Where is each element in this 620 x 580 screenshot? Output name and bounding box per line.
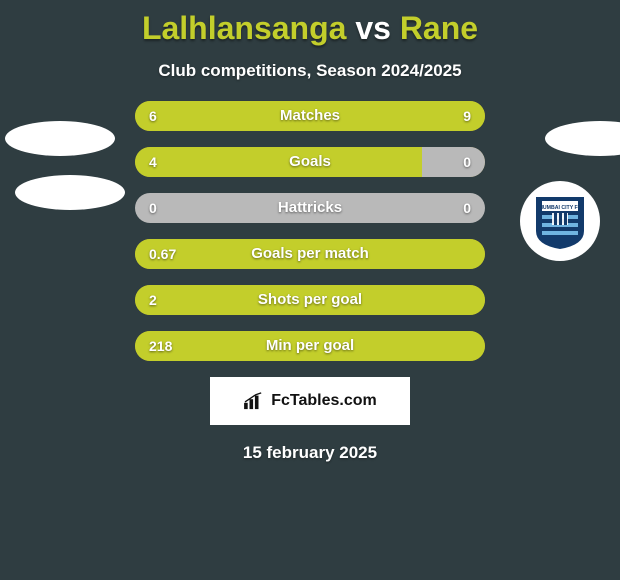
stat-label: Matches [135,101,485,131]
badge-text: MUMBAI CITY FC [539,205,582,211]
stat-value-left: 4 [149,147,157,177]
stat-label: Goals per match [135,239,485,269]
stat-value-right: 9 [463,101,471,131]
stat-value-left: 2 [149,285,157,315]
right-club-badge: MUMBAI CITY FC [520,181,600,261]
stat-row: Matches6 9 [135,101,485,131]
footer-date: 15 february 2025 [0,443,620,463]
stat-label: Min per goal [135,331,485,361]
brand-text: FcTables.com [271,392,377,410]
stat-row: Goals per match0.67 [135,239,485,269]
stat-label: Shots per goal [135,285,485,315]
brand-badge: FcTables.com [210,377,410,425]
right-placeholder-oval [545,121,620,156]
subtitle: Club competitions, Season 2024/2025 [0,61,620,81]
stat-row: Hattricks0 0 [135,193,485,223]
stat-value-left: 0.67 [149,239,176,269]
left-placeholder-oval-1 [5,121,115,156]
title-vs: vs [355,10,391,46]
left-placeholder-oval-2 [15,175,125,210]
comparison-infographic: Lalhlansanga vs Rane Club competitions, … [0,0,620,580]
title-player1: Lalhlansanga [142,10,347,46]
stage: MUMBAI CITY FC Matches69Goals40Hattricks… [0,101,620,463]
stat-label: Hattricks [135,193,485,223]
stat-value-right: 0 [463,193,471,223]
mumbai-city-badge-icon: MUMBAI CITY FC [530,191,590,251]
stat-row: Shots per goal2 [135,285,485,315]
stat-value-left: 6 [149,101,157,131]
fctables-logo-icon [243,392,265,410]
stat-row: Min per goal218 [135,331,485,361]
stat-row: Goals4 0 [135,147,485,177]
stat-value-right: 0 [463,147,471,177]
stat-bars: Matches69Goals40Hattricks00Goals per mat… [135,101,485,361]
stat-label: Goals [135,147,485,177]
stat-value-left: 218 [149,331,172,361]
stat-value-left: 0 [149,193,157,223]
page-title: Lalhlansanga vs Rane [0,0,620,47]
title-player2: Rane [400,10,478,46]
